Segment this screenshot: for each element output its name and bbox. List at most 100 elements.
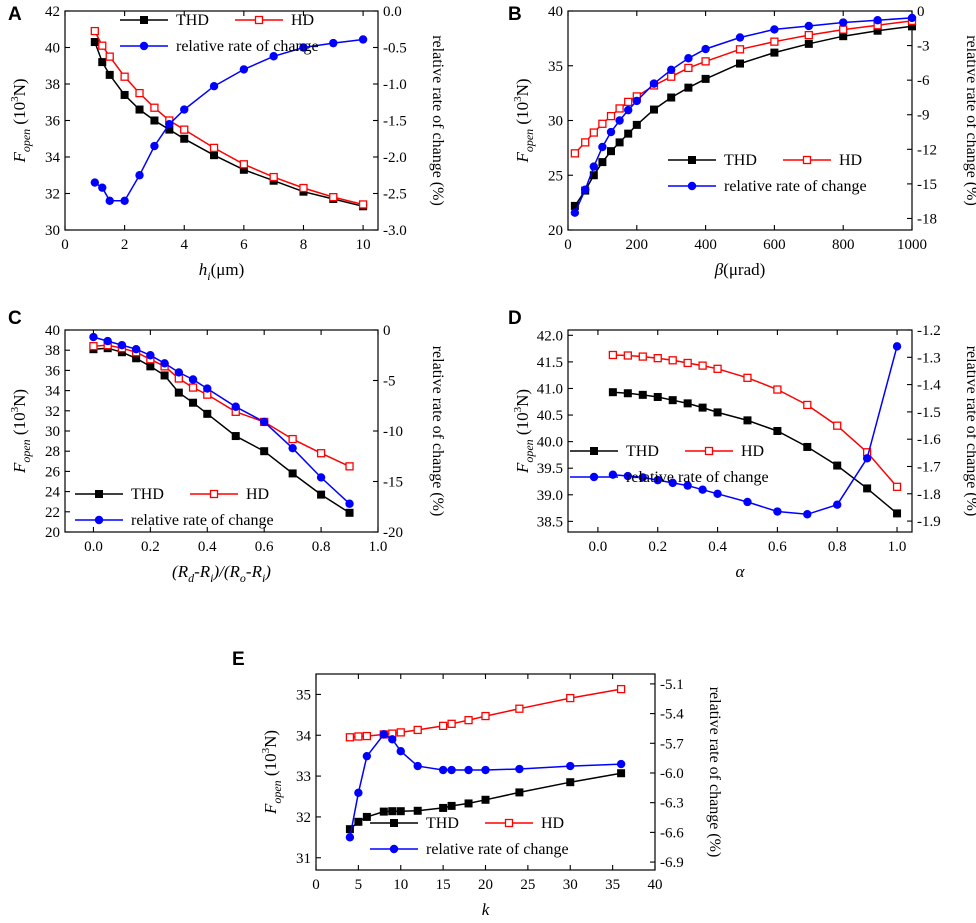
data-point-rate: [438, 765, 448, 775]
data-point-thd: [713, 408, 722, 417]
data-point-hd: [354, 732, 363, 741]
x-axis-label: β(μrad): [714, 260, 766, 279]
data-point-hd: [701, 57, 710, 66]
y-tick-label: 40.0: [537, 435, 563, 451]
data-point-thd: [345, 508, 354, 517]
legend-label: HD: [291, 12, 314, 29]
data-point-rate: [209, 81, 219, 91]
legend-marker-hd: [704, 446, 714, 456]
data-point-hd: [653, 354, 662, 363]
y-axis-label: Fopen (103N): [9, 389, 33, 474]
data-point-thd: [683, 399, 692, 408]
legend: THD HD relative rate of change: [570, 443, 769, 486]
data-point-thd: [105, 70, 114, 79]
data-point-rate: [447, 765, 456, 775]
y2-tick-label: -6.3: [660, 796, 684, 812]
data-point-hd: [239, 160, 249, 169]
y-tick-label: 41.5: [537, 355, 563, 371]
x-tick-label: 0: [61, 237, 69, 253]
data-point-hd: [684, 63, 693, 73]
data-point-thd: [132, 354, 141, 363]
data-point-thd: [260, 447, 269, 456]
data-point-rate: [396, 747, 405, 756]
y-tick-label: 30: [45, 424, 60, 440]
panel-label: E: [232, 649, 245, 670]
y2-tick-label: -3: [917, 39, 930, 55]
data-point-rate: [803, 510, 812, 519]
data-point-rate: [316, 473, 326, 482]
data-point-hd: [188, 383, 198, 392]
y-tick-label: 34: [45, 384, 61, 400]
legend-item-hd: HD: [485, 815, 564, 832]
data-point-thd: [804, 39, 813, 48]
data-point-thd: [447, 801, 456, 810]
y2-axis-label: relative rate of change (%): [429, 35, 446, 206]
x-tick-label: 15: [436, 877, 451, 893]
legend: THD HD relative rate of change: [75, 486, 274, 529]
y-tick-label: 22: [45, 505, 60, 521]
y-axis-label: Fopen (103N): [512, 78, 536, 163]
x-axis-label: k: [482, 900, 490, 919]
data-point-thd: [345, 825, 354, 834]
y-tick-label: 40: [45, 41, 60, 57]
data-point-rate: [649, 79, 659, 88]
data-point-hd: [581, 138, 590, 147]
data-point-hd: [615, 104, 624, 113]
data-point-thd: [189, 398, 198, 407]
y2-tick-label: -5.4: [660, 707, 684, 723]
x-tick-label: 2: [121, 237, 129, 253]
y2-axis-label: relative rate of change (%): [963, 35, 976, 206]
data-point-hd: [589, 128, 598, 137]
data-point-thd: [839, 32, 848, 41]
y2-tick-label: -9: [917, 108, 930, 124]
legend-marker-rate: [94, 515, 104, 525]
x-tick-label: 0.4: [198, 539, 217, 555]
y2-tick-label: -1.7: [917, 459, 941, 475]
x-tick-label: 6: [240, 237, 248, 253]
x-tick-label: 10: [393, 877, 408, 893]
legend-label: THD: [426, 815, 459, 832]
data-point-rate: [735, 33, 745, 42]
y2-tick-label: -1.3: [917, 350, 941, 366]
data-point-thd: [239, 165, 248, 174]
data-point-thd: [354, 817, 363, 826]
y2-tick-label: -1.5: [917, 405, 941, 421]
series-thd: [570, 22, 916, 210]
data-point-hd: [345, 733, 355, 742]
data-point-rate: [862, 454, 872, 463]
data-point-thd: [863, 484, 872, 493]
y2-tick-label: -3.0: [383, 223, 407, 239]
data-point-thd: [608, 388, 617, 397]
data-point-rate: [89, 332, 98, 342]
data-point-rate: [570, 208, 580, 217]
data-point-hd: [515, 704, 524, 713]
legend-label: relative rate of change: [176, 38, 319, 55]
data-point-thd: [231, 432, 240, 441]
legend-item-rate: relative rate of change: [120, 38, 319, 55]
data-point-hd: [316, 449, 326, 458]
data-point-thd: [698, 403, 707, 412]
x-tick-label: 0.2: [141, 539, 160, 555]
data-point-thd: [893, 509, 902, 518]
data-point-hd: [773, 385, 782, 394]
y2-tick-label: -1.9: [917, 514, 941, 530]
x-tick-label: 35: [605, 877, 620, 893]
x-tick-label: 25: [520, 877, 535, 893]
data-point-hd: [98, 41, 107, 50]
y2-tick-label: -2.0: [383, 150, 407, 166]
data-point-rate: [606, 127, 616, 137]
y2-tick-label: 0: [917, 4, 925, 20]
data-point-hd: [269, 172, 278, 182]
y-tick-label: 30: [548, 114, 563, 130]
y-tick-label: 31: [296, 851, 311, 867]
y-tick-label: 40: [548, 4, 563, 20]
data-point-thd: [598, 158, 607, 167]
svg-text:relative rate of change (%): relative rate of change (%): [963, 346, 976, 517]
data-point-hd: [299, 183, 308, 193]
data-point-rate: [165, 119, 174, 129]
y2-axis-label: relative rate of change (%): [963, 346, 976, 517]
legend: THD HD relative rate of change: [370, 815, 569, 858]
x-tick-label: 4: [180, 237, 188, 253]
plot-frame: [567, 329, 913, 533]
data-point-thd: [413, 806, 422, 815]
